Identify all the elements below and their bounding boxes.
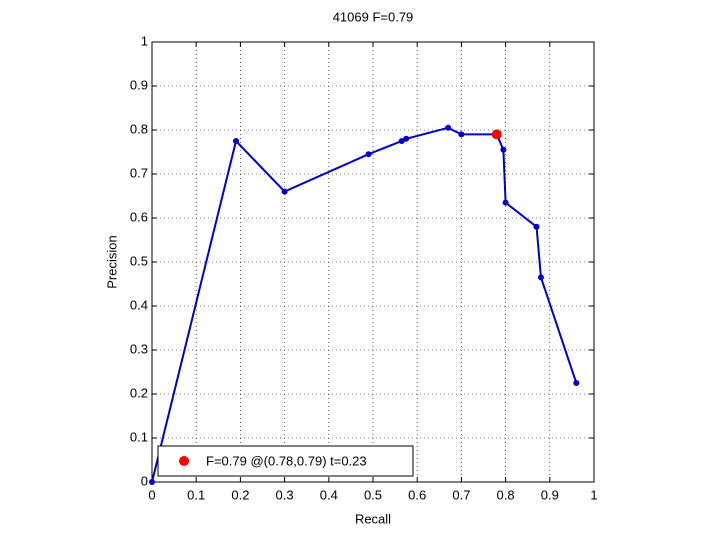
best-point [491,129,502,140]
y-tick-label: 0.2 [130,385,148,400]
x-tick-label: 0.6 [408,487,426,502]
data-point [445,124,452,131]
y-tick-label: 0.7 [130,165,148,180]
chart-title: 41069 F=0.79 [333,9,414,24]
data-point [537,274,544,281]
data-point [573,380,580,386]
data-point [149,479,155,485]
y-tick-label: 0.1 [130,429,148,444]
legend-marker [179,456,189,466]
data-point [398,138,405,144]
y-tick-label: 1 [141,33,148,48]
x-tick-label: 0 [148,487,155,502]
x-tick-label: 0.9 [541,487,559,502]
x-tick-label: 0.7 [452,487,470,502]
y-tick-label: 0 [141,473,148,488]
y-tick-label: 0.6 [130,209,148,224]
data-point [281,188,288,195]
data-point [502,199,509,206]
x-axis-label: Recall [355,511,391,526]
y-tick-label: 0.8 [130,121,148,136]
data-point [232,138,239,144]
x-tick-label: 0.1 [187,487,205,502]
x-tick-label: 1 [590,487,597,502]
x-tick-label: 0.8 [497,487,515,502]
data-point [365,151,372,158]
y-tick-label: 0.5 [130,253,148,268]
y-tick-label: 0.9 [130,77,148,92]
data-point [533,223,540,230]
x-tick-label: 0.2 [231,487,249,502]
data-point [458,131,465,138]
x-tick-label: 0.5 [364,487,382,502]
y-axis-label: Precision [104,235,119,288]
legend-label: F=0.79 @(0.78,0.79) t=0.23 [206,453,367,468]
x-tick-label: 0.3 [276,487,294,502]
series-line [151,126,578,483]
data-point [403,135,410,142]
y-tick-label: 0.4 [130,297,148,312]
x-tick-label: 0.4 [320,487,338,502]
data-point [500,146,507,153]
plot-frame [151,41,595,483]
legend-box [157,445,414,477]
y-tick-label: 0.3 [130,341,148,356]
